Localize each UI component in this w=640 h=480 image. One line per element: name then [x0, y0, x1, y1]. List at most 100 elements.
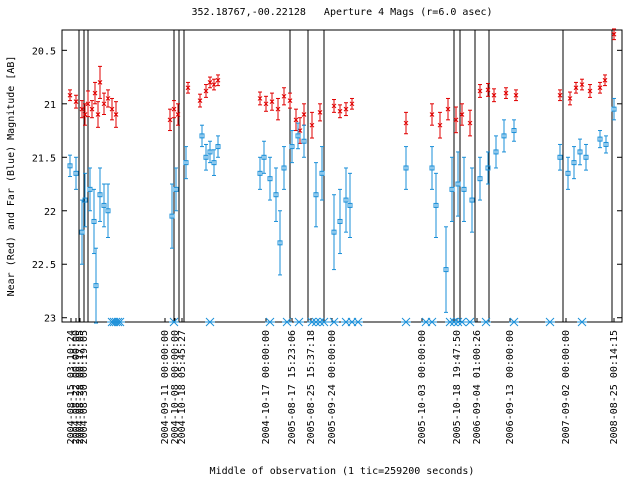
point: [503, 90, 509, 96]
point: [257, 96, 263, 101]
point: [199, 133, 205, 139]
error-bar: [456, 151, 460, 217]
point-stroke: [109, 106, 115, 112]
point: [433, 202, 439, 208]
point-stroke: [211, 82, 217, 87]
error-bar: [216, 135, 220, 158]
point: [275, 106, 281, 112]
point-stroke: [287, 98, 293, 103]
error-bar: [478, 156, 482, 201]
point: [173, 186, 179, 192]
point: [461, 186, 467, 192]
point-stroke: [85, 101, 91, 107]
observation-marker: [319, 317, 329, 327]
point: [295, 133, 301, 139]
x-tick-label: 2007-09-02 00:00:00: [561, 330, 572, 444]
marker-stroke: [509, 317, 519, 327]
y-tick-label: 21.5: [32, 153, 56, 164]
observation-marker: [329, 317, 339, 327]
y-tick-label: 23: [44, 314, 56, 325]
error-bar: [502, 119, 506, 153]
point: [73, 170, 79, 176]
error-bar: [604, 135, 608, 154]
x-tick-label: 2006-09-04 01:00:26: [472, 330, 483, 444]
y-axis-label: Near (Red) and Far (Blue) Magnitude [AB]: [6, 56, 17, 297]
point: [449, 186, 455, 192]
x-tick-label: 2005-10-03 00:00:00: [417, 330, 428, 444]
point: [343, 106, 349, 112]
error-bar: [174, 167, 178, 212]
point: [309, 122, 315, 128]
point: [113, 112, 119, 117]
observation-marker: [265, 317, 275, 327]
point-stroke: [263, 101, 269, 107]
x-tick-label: 2004-08-15 03:10:24: [66, 330, 77, 444]
point-stroke: [557, 92, 563, 98]
error-bar: [80, 199, 84, 265]
point: [337, 218, 343, 224]
point: [207, 80, 213, 85]
error-bar: [92, 188, 96, 255]
point: [185, 85, 191, 91]
point: [92, 90, 98, 96]
point: [73, 99, 79, 105]
point: [313, 192, 319, 198]
error-bar: [268, 156, 272, 201]
point: [347, 202, 353, 208]
point-stroke: [573, 85, 579, 91]
point-stroke: [349, 101, 355, 107]
point-stroke: [343, 106, 349, 112]
point-stroke: [92, 90, 98, 96]
observation-marker: [427, 317, 437, 327]
point: [93, 283, 99, 289]
point-stroke: [67, 92, 73, 98]
error-bar: [278, 210, 282, 276]
point: [175, 112, 181, 117]
point: [403, 120, 409, 126]
error-bar: [208, 140, 212, 164]
point-stroke: [197, 98, 203, 103]
error-bar: [290, 130, 294, 164]
point: [493, 149, 499, 155]
point-stroke: [301, 112, 307, 117]
point-stroke: [602, 77, 608, 83]
point: [67, 92, 73, 98]
error-bar: [83, 172, 87, 228]
point: [477, 176, 483, 182]
error-bar: [572, 146, 576, 180]
error-bar: [578, 138, 582, 166]
point-stroke: [445, 106, 451, 112]
point-stroke: [269, 99, 275, 105]
observation-marker: [481, 317, 491, 327]
marker-stroke: [169, 317, 179, 327]
error-bar: [486, 151, 490, 185]
point: [82, 197, 88, 203]
point: [579, 82, 585, 87]
point: [215, 144, 221, 150]
point: [501, 133, 507, 139]
x-tick-label: 2004-10-08 00:00:00: [170, 330, 181, 444]
error-bar: [170, 183, 174, 249]
x-axis-label: Middle of observation (1 tic=259200 seco…: [210, 466, 475, 477]
error-bar: [258, 156, 262, 190]
point: [109, 106, 115, 112]
error-bar: [74, 156, 78, 190]
x-tick-label: 2005-09-24 00:00:00: [327, 330, 338, 444]
x-tick-label: 2004-08-28 00:17:05: [75, 330, 86, 444]
point: [349, 101, 355, 107]
error-bar: [612, 97, 616, 121]
point: [203, 88, 209, 94]
point: [273, 192, 279, 198]
point-stroke: [477, 88, 483, 94]
error-bar: [200, 124, 204, 148]
x-tick-label: 2008-08-25 00:14:15: [609, 330, 620, 444]
point-stroke: [587, 88, 593, 94]
error-bar: [494, 135, 498, 169]
point-stroke: [275, 106, 281, 112]
point: [513, 92, 519, 98]
y-tick-label: 22.5: [32, 260, 56, 271]
x-tick-label: 2005-08-17 15:23:06: [287, 330, 298, 444]
x-tick-label: 2005-10-18 19:47:50: [452, 330, 463, 444]
error-bar: [430, 146, 434, 190]
point-stroke: [503, 90, 509, 96]
